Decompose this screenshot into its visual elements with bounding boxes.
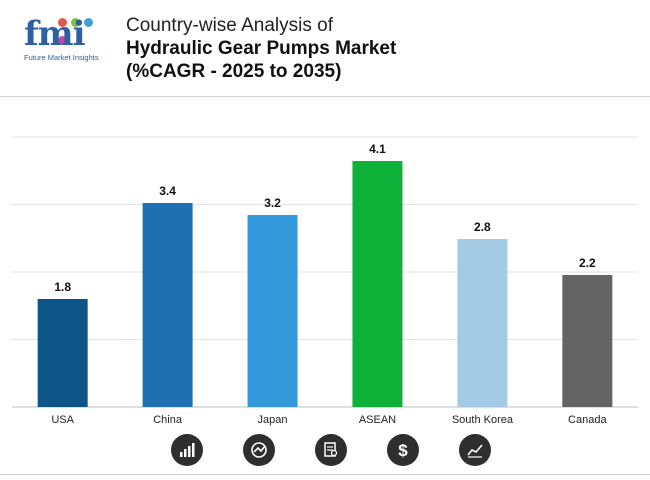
bar-south-korea — [457, 239, 508, 407]
title-line-1: Country-wise Analysis of — [126, 15, 333, 36]
line-trend-icon — [459, 434, 491, 466]
bar-usa — [37, 299, 88, 407]
document-search-icon — [315, 434, 347, 466]
title-line-3: (%CAGR - 2025 to 2035) — [126, 61, 342, 82]
logo-dots — [58, 14, 108, 50]
x-tick-label: ASEAN — [359, 414, 396, 426]
x-tick-label: USA — [51, 414, 74, 426]
bar-chart: 1.8 USA 3.4 China 3.2 Japan 4.1 ASEAN 2.8 South K… — [12, 136, 638, 426]
bar-asean — [352, 161, 403, 407]
data-label: 3.2 — [264, 196, 281, 210]
x-tick-label: Japan — [258, 414, 288, 426]
bar-canada — [562, 275, 613, 407]
title-line-2: Hydraulic Gear Pumps Market — [126, 38, 397, 59]
header: fmi Future Market Insights Country-wise … — [0, 0, 650, 96]
data-label: 2.2 — [579, 256, 596, 270]
footer-icons: $ — [0, 434, 650, 472]
footer-divider — [0, 474, 650, 475]
bar-japan — [247, 215, 298, 407]
data-label: 2.8 — [474, 220, 491, 234]
bar-china — [142, 203, 193, 407]
bar-chart-icon — [171, 434, 203, 466]
dollar-icon: $ — [387, 434, 419, 466]
logo-tagline: Future Market Insights — [24, 53, 99, 62]
gauge-icon — [243, 434, 275, 466]
data-label: 1.8 — [54, 280, 71, 294]
header-divider — [0, 96, 650, 97]
x-tick-label: South Korea — [452, 414, 514, 426]
fmi-logo: fmi Future Market Insights — [24, 14, 108, 64]
x-tick-label: Canada — [568, 414, 607, 426]
data-label: 4.1 — [369, 142, 386, 156]
data-label: 3.4 — [159, 184, 176, 198]
chart-title: Country-wise Analysis of Hydraulic Gear … — [126, 14, 396, 83]
logo-wordmark: fmi — [24, 14, 86, 54]
svg-text:$: $ — [398, 441, 408, 459]
x-tick-label: China — [153, 414, 183, 426]
